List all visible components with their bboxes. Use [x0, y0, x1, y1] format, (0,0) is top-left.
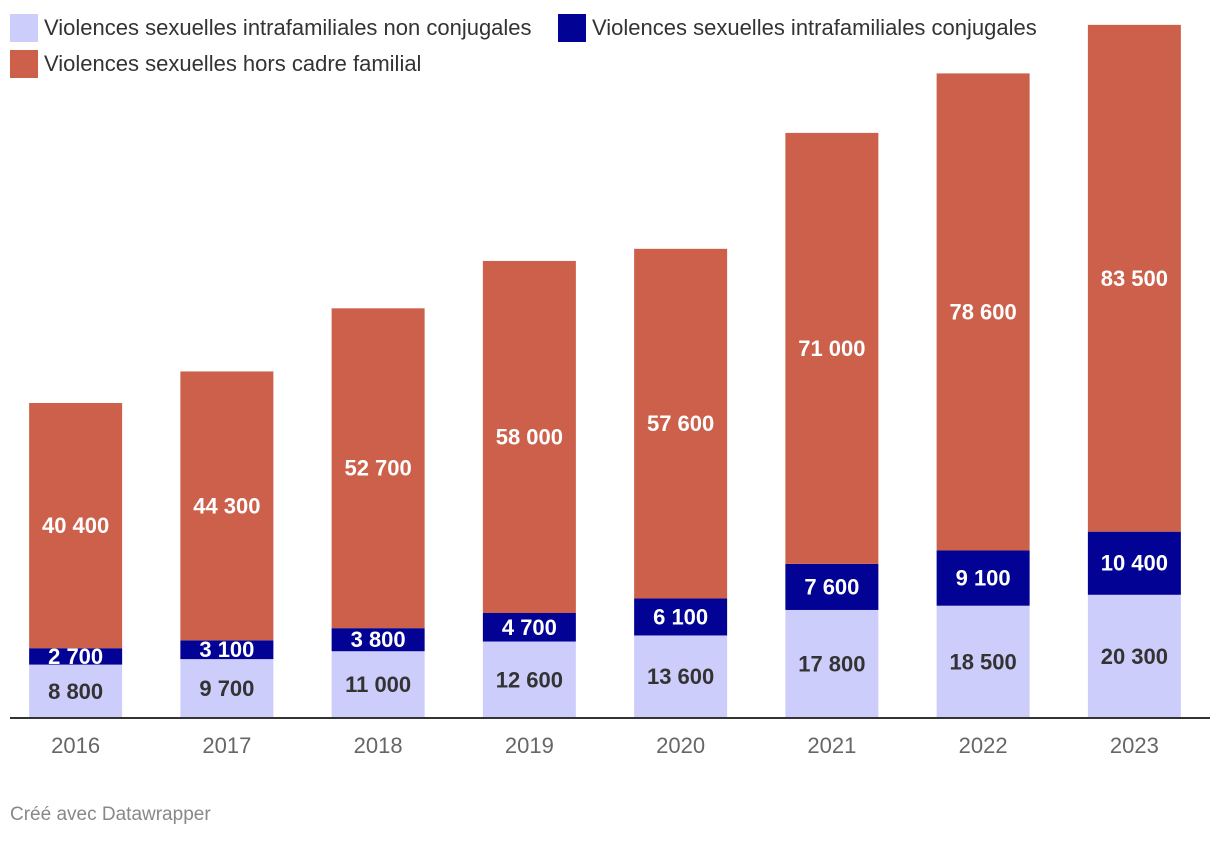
bar-segment-2023-series-0: [1087, 594, 1181, 718]
bar-label-2022-series-0: 18 500: [949, 649, 1016, 674]
bar-label-2017-series-1: 3 100: [199, 637, 254, 662]
legend-item-non-conjugales: Violences sexuelles intrafamiliales non …: [10, 10, 532, 46]
legend-label-conjugales: Violences sexuelles intrafamiliales conj…: [592, 15, 1037, 40]
bar-segment-2021-series-0: [785, 609, 879, 718]
bar-label-2019-series-1: 4 700: [502, 615, 557, 640]
bar-label-2019-series-2: 58 000: [496, 424, 563, 449]
bar-label-2021-series-1: 7 600: [804, 574, 859, 599]
bar-segment-2016-series-2: [29, 402, 123, 649]
credit-text: Créé avec Datawrapper: [10, 804, 211, 825]
bar-label-2019-series-0: 12 600: [496, 667, 563, 692]
bar-segment-2023-series-2: [1087, 24, 1181, 532]
bar-label-2022-series-2: 78 600: [949, 299, 1016, 324]
legend-swatch-non-conjugales: [10, 14, 38, 42]
x-tick-label-2018: 2018: [354, 733, 403, 758]
bar-segment-2017-series-2: [180, 371, 274, 641]
legend-item-conjugales: Violences sexuelles intrafamiliales conj…: [558, 10, 1037, 46]
bar-segment-2021-series-1: [785, 563, 879, 610]
bar-segment-2018-series-2: [331, 308, 425, 629]
legend-swatch-conjugales: [558, 14, 586, 42]
x-tick-label-2021: 2021: [807, 733, 856, 758]
legend-swatch-hors-cadre: [10, 50, 38, 78]
x-tick-label-2023: 2023: [1110, 733, 1159, 758]
x-tick-label-2019: 2019: [505, 733, 554, 758]
bar-segment-2020-series-1: [634, 598, 728, 636]
bar-label-2023-series-0: 20 300: [1101, 644, 1168, 669]
bar-segment-2022-series-2: [936, 73, 1030, 551]
bar-segment-2020-series-0: [634, 635, 728, 718]
legend-label-non-conjugales: Violences sexuelles intrafamiliales non …: [44, 15, 532, 40]
bar-label-2018-series-1: 3 800: [351, 627, 406, 652]
bar-label-2020-series-1: 6 100: [653, 604, 708, 629]
bar-segment-2019-series-1: [482, 612, 576, 642]
bar-segment-2018-series-1: [331, 628, 425, 652]
bar-segment-2016-series-0: [29, 664, 123, 718]
bar-label-2021-series-2: 71 000: [798, 336, 865, 361]
bar-segment-2022-series-1: [936, 550, 1030, 606]
bar-label-2022-series-1: 9 100: [956, 566, 1011, 591]
bar-label-2016-series-2: 40 400: [42, 513, 109, 538]
bar-label-2017-series-0: 9 700: [199, 676, 254, 701]
legend: Violences sexuelles intrafamiliales non …: [10, 10, 1210, 82]
bar-segment-2022-series-0: [936, 605, 1030, 718]
bar-label-2017-series-2: 44 300: [193, 493, 260, 518]
bar-segment-2021-series-2: [785, 132, 879, 564]
bar-segment-2019-series-0: [482, 641, 576, 718]
legend-item-hors-cadre: Violences sexuelles hors cadre familial: [10, 46, 421, 82]
bar-label-2023-series-2: 83 500: [1101, 266, 1168, 291]
bar-label-2021-series-0: 17 800: [798, 651, 865, 676]
bar-label-2018-series-0: 11 000: [345, 672, 411, 697]
legend-label-hors-cadre: Violences sexuelles hors cadre familial: [44, 51, 422, 76]
x-tick-label-2017: 2017: [202, 733, 251, 758]
bar-segment-2018-series-0: [331, 651, 425, 718]
bar-segment-2017-series-0: [180, 659, 274, 718]
bar-label-2018-series-2: 52 700: [344, 456, 411, 481]
bar-segment-2020-series-2: [634, 248, 728, 599]
x-tick-label-2022: 2022: [959, 733, 1008, 758]
x-tick-label-2016: 2016: [51, 733, 100, 758]
bar-segment-2016-series-1: [29, 648, 123, 665]
bar-segment-2017-series-1: [180, 640, 274, 660]
bar-label-2016-series-0: 8 800: [48, 679, 103, 704]
bar-label-2020-series-0: 13 600: [647, 664, 714, 689]
bar-segment-2023-series-1: [1087, 531, 1181, 595]
x-tick-label-2020: 2020: [656, 733, 705, 758]
bar-label-2020-series-2: 57 600: [647, 411, 714, 436]
bar-label-2023-series-1: 10 400: [1101, 551, 1168, 576]
bar-segment-2019-series-2: [482, 260, 576, 613]
